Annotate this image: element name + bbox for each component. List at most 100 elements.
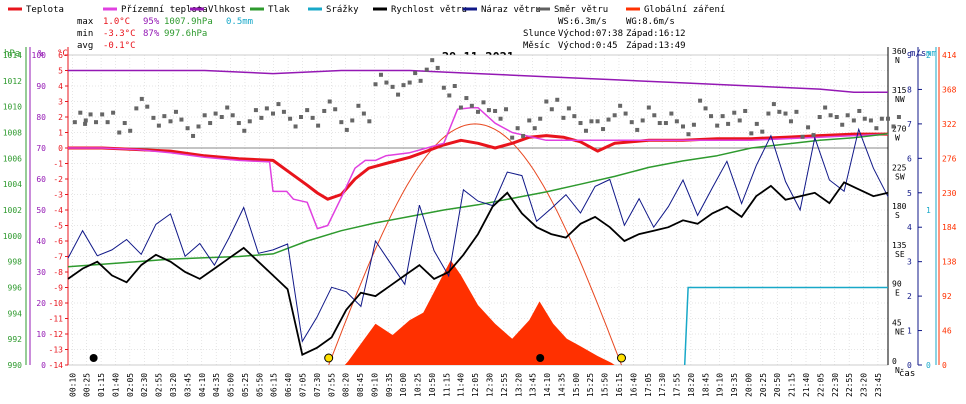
moonrise-marker <box>89 354 98 362</box>
wind-speed-tick-label: 7 <box>907 120 912 129</box>
wind-dir-point <box>333 107 338 112</box>
wind-dir-point <box>361 111 366 116</box>
wind-dir-point <box>754 121 759 126</box>
wind-dir-point <box>823 105 828 110</box>
pressure-tick-label: 998 <box>8 258 23 267</box>
stat-min-label: min <box>77 29 93 39</box>
wind-dir-point <box>681 124 685 129</box>
x-tick-label: 22:05 <box>816 373 825 397</box>
temp-tick-label: 4 <box>58 82 63 91</box>
wind-dir-point <box>538 116 543 121</box>
humidity-tick-label: 30 <box>36 268 46 277</box>
radiation-tick-label: 0 <box>942 361 947 370</box>
x-tick-label: 02:30 <box>140 373 149 397</box>
series-line-3 <box>67 133 889 268</box>
wind-dir-point <box>583 128 588 133</box>
wind-dir-point <box>310 115 315 120</box>
pressure-tick-label: 992 <box>8 335 23 344</box>
stat-max-press: 1007.9hPa <box>164 17 213 27</box>
wind-dir-tick-deg: 45 <box>892 318 902 327</box>
x-tick-label: 21:40 <box>802 373 811 397</box>
wind-dir-point <box>504 107 509 112</box>
x-tick-label: 20:00 <box>744 373 753 397</box>
pressure-tick-label: 996 <box>8 284 23 293</box>
wind-dir-point <box>640 118 645 123</box>
wind-dir-point <box>247 119 252 124</box>
radiation-tick-label: 414 <box>942 51 957 60</box>
wind-dir-point <box>783 111 788 116</box>
humidity-tick-label: 90 <box>36 82 46 91</box>
wind-dir-tick-deg: 225 <box>892 163 907 172</box>
legend-label-8: Globální záření <box>644 5 725 15</box>
wind-dir-point <box>145 104 150 109</box>
wind-dir-point <box>476 109 480 114</box>
temp-tick-label: -10 <box>49 299 64 308</box>
wind-dir-point <box>219 115 224 119</box>
wind-dir-point <box>868 118 873 123</box>
wind-dir-point <box>72 120 77 125</box>
sunset-marker <box>617 353 626 363</box>
wind-dir-point <box>532 126 537 131</box>
wind-dir-point <box>794 109 799 114</box>
wind-dir-point <box>698 98 703 103</box>
x-tick-label: 06:15 <box>270 373 279 397</box>
wind-dir-point <box>555 97 560 102</box>
wind-dir-point <box>891 124 896 129</box>
wind-dir-tick-side: S <box>895 211 900 220</box>
temp-tick-label: -8 <box>53 268 63 277</box>
wind-dir-point <box>185 126 190 131</box>
wind-dir-point <box>469 103 474 108</box>
humidity-tick-label: 50 <box>36 206 46 215</box>
temp-tick-label: 2 <box>58 113 63 122</box>
wind-dir-point <box>749 131 754 136</box>
temp-tick-label: -12 <box>49 330 64 339</box>
x-tick-label: 07:55 <box>327 373 336 397</box>
stat-max-rain: 0.5mm <box>226 17 253 27</box>
wind-dir-point <box>726 121 731 126</box>
x-tick-label: 00:25 <box>83 373 92 397</box>
wind-dir-point <box>691 122 696 127</box>
legend-label-5: Rychlost větru <box>391 5 467 15</box>
wind-dir-point <box>401 83 406 88</box>
legend-label-6: Náraz větru <box>481 5 541 15</box>
wind-speed-tick-label: 4 <box>907 223 912 232</box>
wind-dir-point <box>732 110 737 115</box>
x-tick-label: 18:20 <box>687 373 696 397</box>
wind-dir-point <box>646 105 651 110</box>
wind-speed-tick-label: 1 <box>907 327 912 336</box>
wind-dir-point <box>225 105 230 110</box>
wind-dir-point <box>122 121 127 126</box>
wind-dir-point <box>851 118 856 123</box>
wind-dir-point <box>743 108 748 113</box>
wind-dir-tick-side: SE <box>895 250 905 259</box>
humidity-tick-label: 80 <box>36 113 46 122</box>
temp-tick-label: -7 <box>53 253 63 262</box>
wind-dir-point <box>481 100 486 105</box>
x-tick-label: 23:45 <box>874 373 883 397</box>
temp-tick-label: -13 <box>49 346 64 355</box>
wind-dir-point <box>213 111 218 116</box>
moonset-marker <box>536 354 545 362</box>
wind-dir-point <box>458 105 463 110</box>
stat-min-temp: -3.3°C <box>103 29 136 39</box>
x-tick-label: 10:00 <box>399 373 408 397</box>
legend-label-3: Tlak <box>268 5 290 15</box>
x-tick-label: 15:50 <box>601 373 610 397</box>
pressure-tick-label: 1010 <box>3 103 22 112</box>
temp-tick-label: -1 <box>53 160 63 169</box>
wind-dir-point <box>886 116 890 121</box>
wind-dir-point <box>800 134 805 139</box>
stat-avg-temp: -0.1°C <box>103 41 136 51</box>
x-tick-label: 10:50 <box>428 373 437 397</box>
wind-speed-tick-label: 2 <box>907 292 912 301</box>
x-tick-label: 02:05 <box>126 373 135 397</box>
wind-dir-point <box>134 106 139 111</box>
pressure-tick-label: 1012 <box>3 77 22 86</box>
temp-tick-label: -3 <box>53 191 63 200</box>
x-tick-label: 09:35 <box>385 373 394 397</box>
wind-dir-point <box>447 93 452 98</box>
wind-dir-point <box>737 118 742 123</box>
x-tick-label: 12:30 <box>486 373 495 397</box>
wind-speed-tick-label: 3 <box>907 258 912 267</box>
pressure-tick-label: 1006 <box>3 154 22 163</box>
